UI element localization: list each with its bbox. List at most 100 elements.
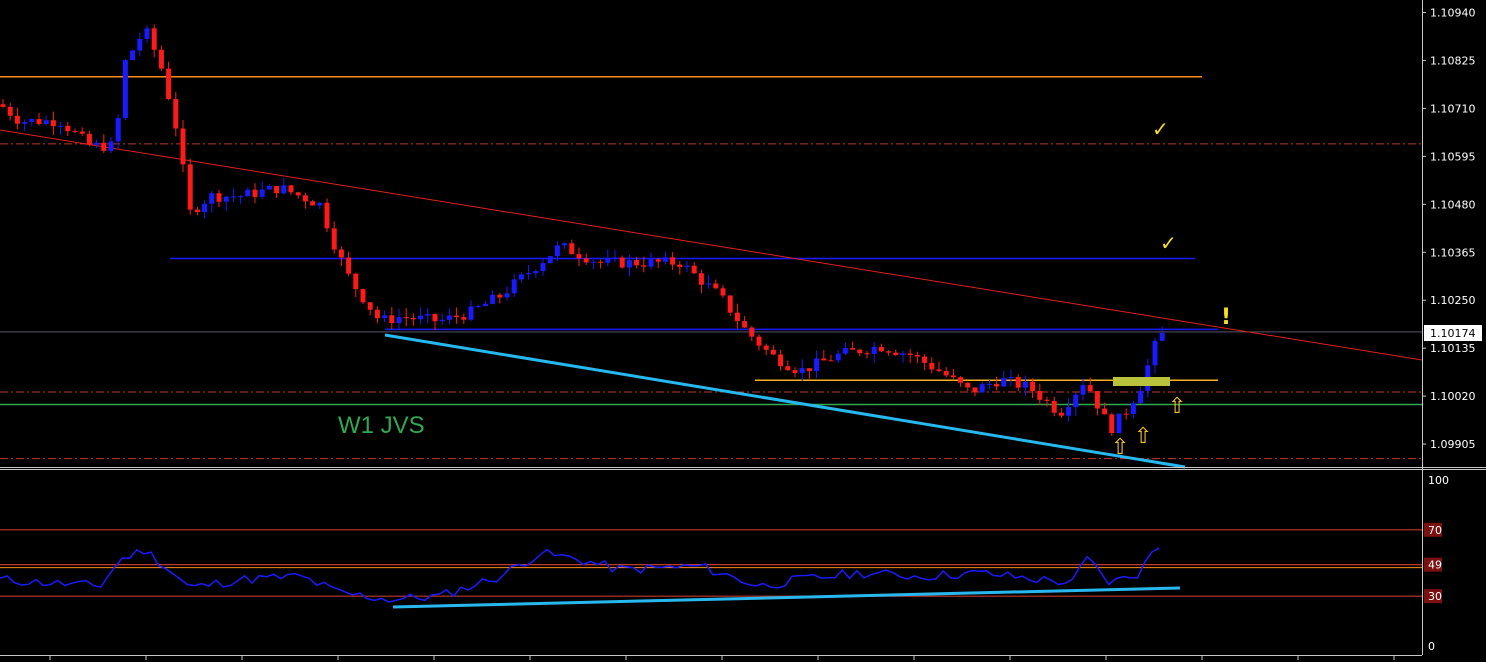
highlight-zone (1113, 377, 1170, 386)
candle-body (943, 371, 949, 376)
candle-body (814, 358, 820, 372)
candle-body (972, 387, 978, 393)
candle-body (432, 314, 438, 322)
candle-body (965, 382, 971, 388)
candle-body (50, 120, 56, 127)
candle-body (302, 195, 308, 202)
candle-body (115, 118, 121, 142)
candle-body (130, 50, 136, 61)
candle-body (857, 349, 863, 354)
candle-body (36, 119, 42, 125)
candle-body (698, 273, 704, 285)
candle-body (1044, 399, 1050, 401)
rsi-tick-label: 0 (1428, 640, 1435, 653)
candle-body (1152, 340, 1158, 366)
candle-body (734, 312, 740, 322)
time-axis-ticks (49, 655, 1395, 660)
rsi-levels (0, 529, 1422, 597)
rsi-tick-label: 30 (1428, 590, 1442, 603)
candle-body (475, 306, 481, 308)
candle-body (713, 283, 719, 289)
candle-body (468, 306, 474, 320)
candle-body (166, 68, 172, 100)
candle-body (914, 354, 920, 357)
candle-body (950, 375, 956, 378)
candle-body (86, 133, 92, 145)
channel-support-line (384, 333, 1186, 469)
candle-body (504, 293, 510, 298)
candle-body (907, 353, 913, 355)
candle-body (1094, 391, 1100, 409)
candle-body (338, 249, 344, 258)
candle-body (511, 279, 517, 294)
price-tick-label: 1.10480 (1430, 198, 1476, 211)
candle-body (101, 142, 107, 151)
candle-body (58, 125, 64, 127)
candle-body (864, 353, 870, 355)
candle-body (828, 360, 834, 362)
candle-body (79, 131, 85, 134)
candle-body (540, 263, 546, 272)
candle-body (821, 358, 827, 361)
candle-body (518, 274, 524, 280)
candle-body (137, 38, 143, 51)
candle-body (22, 121, 28, 124)
candle-body (526, 273, 532, 275)
candle-body (648, 259, 654, 267)
arrow-up-icon-left: ⇧ (1111, 435, 1129, 460)
candle-body (770, 349, 776, 355)
price-tick-label: 1.10135 (1430, 342, 1476, 355)
candle-body (742, 321, 748, 328)
price-levels (0, 75, 1422, 460)
candle-body (418, 315, 424, 320)
candle-body (173, 99, 179, 129)
candles (0, 24, 1165, 436)
candle-body (266, 185, 272, 190)
candle-body (65, 125, 71, 132)
candle-body (605, 258, 611, 263)
candle-body (886, 351, 892, 353)
candle-body (389, 315, 395, 324)
current-price-tag: 1.10174 (1424, 325, 1482, 341)
candle-body (677, 264, 683, 268)
candle-body (835, 353, 841, 361)
candle-body (223, 196, 229, 202)
candle-body (626, 260, 632, 268)
candle-body (410, 318, 416, 320)
current-price-box (1424, 325, 1482, 341)
candle-body (230, 196, 236, 198)
candle-body (454, 315, 460, 318)
candle-body (324, 202, 330, 229)
candle-body (346, 257, 352, 274)
candle-body (936, 369, 942, 372)
candle-body (1080, 385, 1086, 395)
candle-body (425, 314, 431, 316)
price-tick-label: 1.10710 (1430, 102, 1476, 115)
candle-body (374, 309, 380, 319)
current-price-label: 1.10174 (1430, 327, 1476, 340)
price-tick-label: 1.10365 (1430, 246, 1476, 259)
candle-body (986, 383, 992, 385)
candle-body (576, 254, 582, 259)
candle-body (1058, 412, 1064, 416)
candle-body (1102, 408, 1108, 415)
arrow-up-icon-middle: ⇧ (1134, 424, 1152, 449)
candle-body (122, 60, 128, 119)
arrow-up-icon-right: ⇧ (1168, 394, 1186, 419)
candle-body (1087, 385, 1093, 392)
candle-body (158, 49, 164, 69)
candle-body (108, 141, 114, 151)
candle-body (562, 243, 568, 246)
candle-body (180, 128, 186, 165)
candle-body (1051, 400, 1057, 413)
w1-jvs-label: W1 JVS (338, 412, 425, 439)
candle-body (792, 370, 798, 374)
rsi-level-tag-bg (1424, 522, 1442, 537)
candle-body (490, 294, 496, 304)
candle-body (958, 377, 964, 383)
candle-body (691, 265, 697, 274)
candle-body (1030, 381, 1036, 391)
candle-body (209, 193, 215, 204)
